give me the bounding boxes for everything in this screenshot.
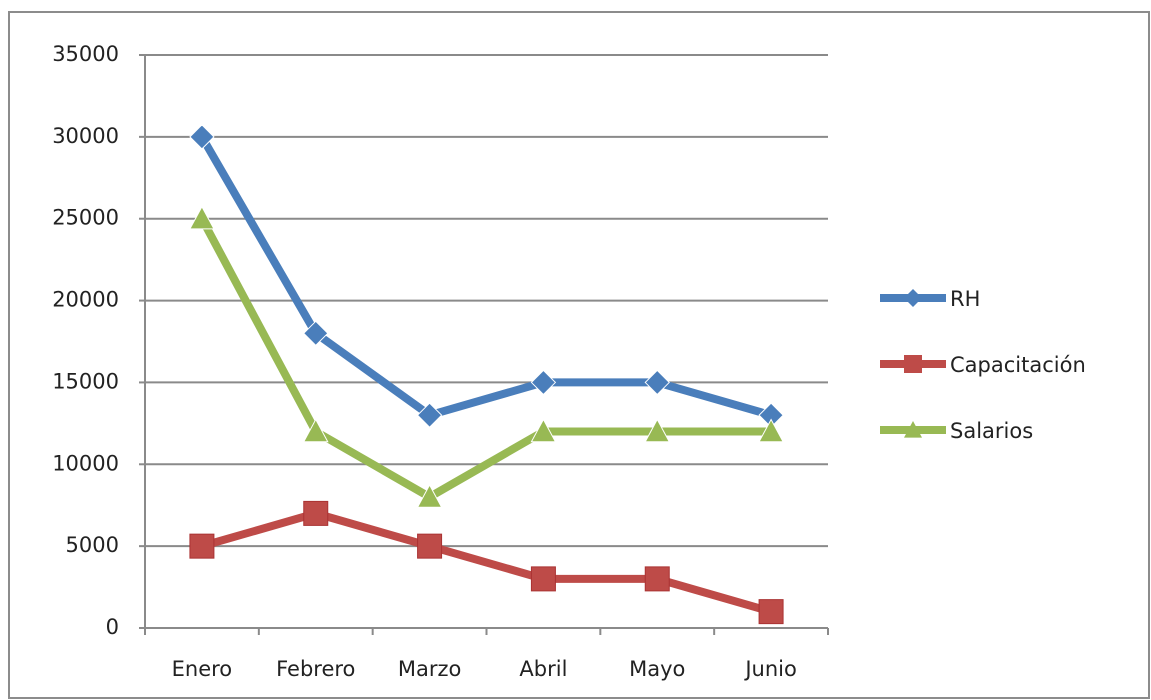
data-point	[416, 483, 443, 508]
y-tick-label: 15000	[52, 369, 119, 393]
y-tick-label: 20000	[52, 288, 119, 312]
data-point	[644, 566, 670, 592]
x-tick-label: Marzo	[398, 657, 462, 681]
data-point	[303, 320, 329, 347]
data-point	[644, 369, 670, 396]
x-tick-label: Enero	[172, 657, 233, 681]
data-point	[417, 533, 443, 559]
data-point	[189, 533, 215, 559]
data-point	[302, 418, 329, 443]
x-tick-label: Abril	[519, 657, 567, 681]
y-tick-label: 35000	[52, 42, 119, 66]
data-point	[530, 369, 557, 396]
y-tick-label: 5000	[66, 533, 119, 557]
legend-label: RH	[950, 287, 980, 311]
y-tick-label: 0	[106, 615, 119, 639]
series-line	[198, 134, 773, 420]
data-point	[416, 402, 443, 428]
y-tick-label: 10000	[52, 451, 119, 475]
data-point	[530, 418, 557, 443]
x-tick-label: Junio	[743, 657, 797, 681]
legend-label: Salarios	[950, 419, 1033, 443]
data-point	[189, 124, 215, 150]
data-point	[644, 418, 671, 443]
legend-marker	[904, 421, 922, 438]
data-point	[189, 205, 215, 230]
chart-frame	[8, 11, 1150, 699]
x-tick-label: Mayo	[629, 657, 685, 681]
y-tick-label: 25000	[52, 206, 119, 230]
data-point	[303, 500, 329, 526]
y-tick-label: 30000	[52, 124, 119, 148]
data-point	[758, 599, 784, 625]
data-point	[758, 418, 784, 443]
series-line	[200, 509, 773, 616]
data-point	[530, 566, 556, 592]
legend-label: Capacitación	[950, 353, 1086, 377]
series-line	[198, 216, 772, 502]
legend-marker	[904, 289, 922, 307]
x-tick-label: Febrero	[276, 657, 355, 681]
legend-marker	[904, 355, 922, 373]
